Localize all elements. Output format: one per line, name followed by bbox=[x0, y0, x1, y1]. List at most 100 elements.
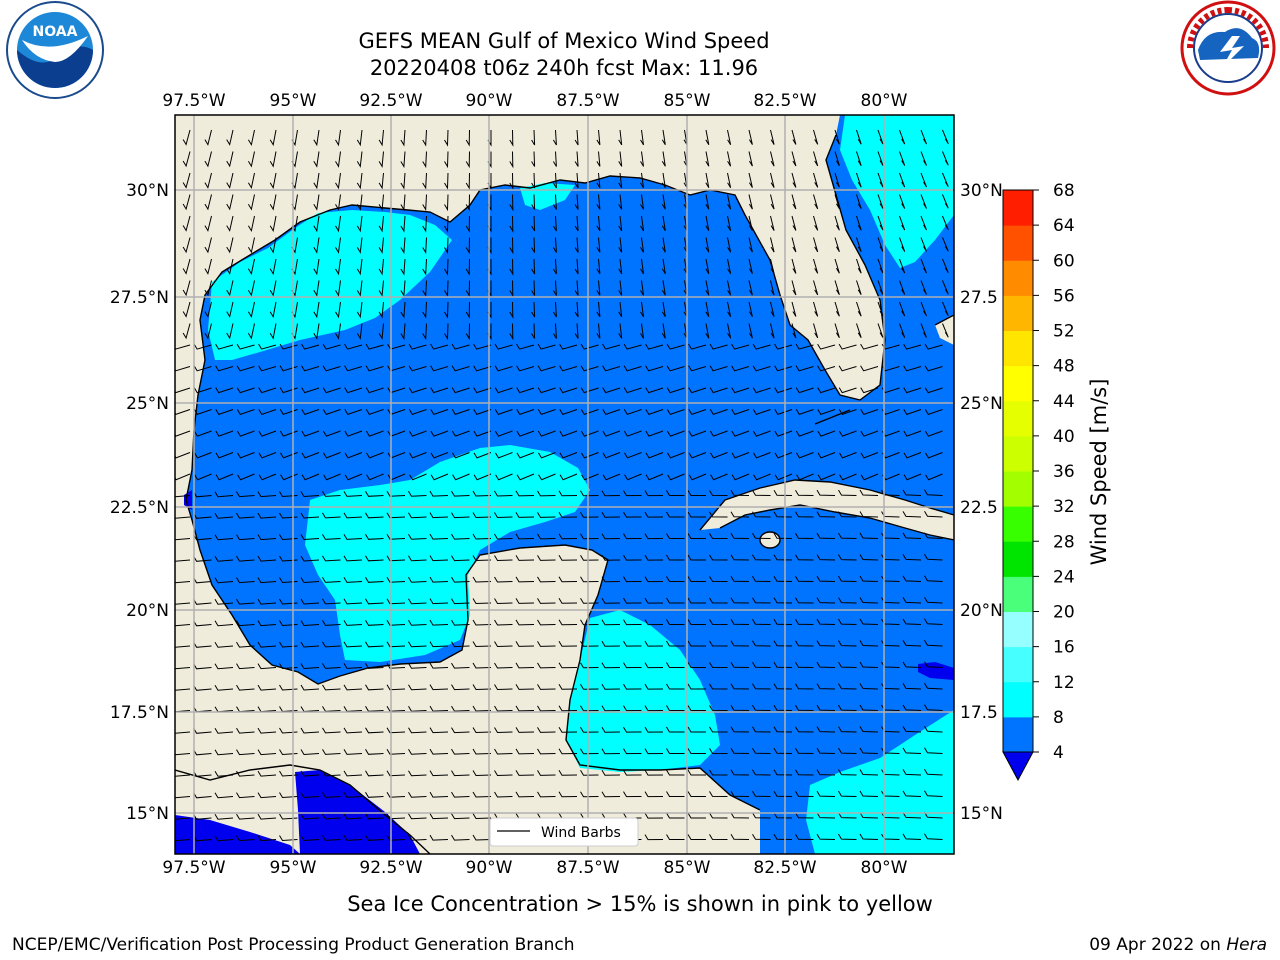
wind-barb bbox=[666, 619, 685, 625]
wind-barb bbox=[386, 705, 406, 712]
wind-barb bbox=[378, 237, 384, 254]
wind-barb bbox=[816, 597, 836, 604]
wind-barb bbox=[429, 533, 449, 540]
wind-barb bbox=[705, 215, 710, 231]
wind-barb bbox=[344, 473, 363, 481]
wind-barb bbox=[856, 194, 862, 209]
wind-barb bbox=[365, 577, 384, 583]
wind-barb bbox=[942, 172, 949, 188]
wind-barb bbox=[516, 343, 535, 350]
wind-barb bbox=[795, 343, 814, 350]
wind-barb bbox=[859, 704, 879, 711]
wind-barb bbox=[748, 172, 753, 188]
wind-barb bbox=[644, 683, 664, 690]
wind-barb bbox=[313, 301, 320, 319]
wind-barb bbox=[859, 618, 879, 625]
wind-barb bbox=[204, 151, 212, 168]
wind-barb bbox=[816, 769, 836, 776]
wind-barb bbox=[618, 151, 623, 167]
colorbar-tick-label: 20 bbox=[1053, 603, 1075, 623]
wind-barb bbox=[640, 323, 644, 339]
wind-barb bbox=[531, 194, 536, 210]
wind-barb bbox=[494, 430, 513, 437]
wind-barb bbox=[494, 641, 513, 648]
lon-label: 85°W bbox=[664, 858, 711, 878]
wind-barb bbox=[269, 258, 277, 276]
wind-barb bbox=[899, 194, 906, 209]
wind-barb bbox=[515, 791, 535, 798]
wind-barb bbox=[552, 151, 557, 167]
wind-barb bbox=[175, 452, 191, 459]
wind-barb bbox=[899, 237, 906, 252]
wind-barb bbox=[644, 812, 664, 819]
wind-barb bbox=[838, 430, 857, 437]
wind-barb bbox=[552, 237, 557, 253]
wind-barb bbox=[752, 748, 771, 754]
wind-barb bbox=[581, 452, 599, 459]
wind-barb bbox=[422, 215, 427, 233]
noaa-logo-text: NOAA bbox=[33, 24, 78, 40]
wind-barb bbox=[451, 770, 470, 777]
wind-barb bbox=[322, 641, 341, 648]
wind-barb bbox=[902, 726, 922, 733]
wind-barb bbox=[537, 365, 556, 372]
wind-barb bbox=[215, 409, 234, 416]
wind-barb bbox=[531, 215, 536, 232]
wind-barb bbox=[451, 387, 470, 394]
wind-barb bbox=[494, 387, 513, 394]
wind-barb bbox=[236, 343, 255, 350]
wind-barb bbox=[709, 490, 728, 496]
wind-barb bbox=[472, 684, 492, 691]
wind-barb bbox=[816, 532, 836, 539]
wind-barb bbox=[236, 491, 255, 498]
wind-barb bbox=[356, 258, 363, 276]
wind-barb bbox=[687, 748, 706, 754]
colorbar-segment bbox=[1003, 576, 1033, 612]
wind-barb bbox=[748, 258, 753, 274]
wind-barb bbox=[494, 490, 513, 497]
wind-barb bbox=[193, 409, 212, 416]
wind-barb bbox=[795, 683, 814, 690]
wind-barb bbox=[770, 258, 775, 274]
wind-barb bbox=[856, 301, 862, 317]
wind-barb bbox=[834, 172, 840, 188]
wind-barb bbox=[645, 365, 664, 372]
wind-barb bbox=[730, 554, 750, 561]
wind-barb bbox=[300, 835, 320, 842]
wind-barb bbox=[574, 258, 579, 275]
wind-barb bbox=[226, 301, 234, 318]
wind-barb bbox=[596, 280, 601, 296]
lat-label: 25°N bbox=[960, 394, 1003, 414]
wind-barb bbox=[623, 705, 642, 712]
wind-barb bbox=[623, 791, 642, 798]
wind-barb bbox=[559, 430, 578, 437]
wind-barb bbox=[731, 343, 750, 350]
wind-barb bbox=[859, 661, 879, 668]
wind-barb bbox=[596, 194, 601, 210]
wind-barb bbox=[902, 618, 922, 625]
wind-barb bbox=[942, 258, 949, 274]
wind-barb bbox=[408, 490, 427, 497]
wind-barb bbox=[795, 812, 814, 819]
credit-date: 09 Apr 2022 on bbox=[1089, 935, 1226, 955]
wind-barb bbox=[924, 833, 943, 840]
wind-barb bbox=[574, 194, 579, 210]
wind-barb bbox=[472, 490, 492, 497]
wind-barb bbox=[494, 365, 513, 372]
wind-barb bbox=[856, 151, 862, 166]
wind-barb bbox=[226, 280, 234, 297]
wind-barb bbox=[343, 641, 363, 648]
wind-barb bbox=[257, 835, 277, 842]
wind-barb bbox=[300, 641, 320, 648]
wind-barb bbox=[323, 473, 341, 481]
wind-barb bbox=[816, 812, 836, 819]
wind-barb bbox=[666, 662, 685, 668]
wind-barb bbox=[322, 387, 341, 394]
wind-barb bbox=[774, 409, 793, 416]
wind-barb bbox=[558, 684, 578, 690]
wind-barb bbox=[877, 237, 884, 252]
wind-barb bbox=[752, 490, 771, 496]
wind-barb bbox=[752, 597, 771, 604]
wind-barb bbox=[624, 452, 642, 459]
